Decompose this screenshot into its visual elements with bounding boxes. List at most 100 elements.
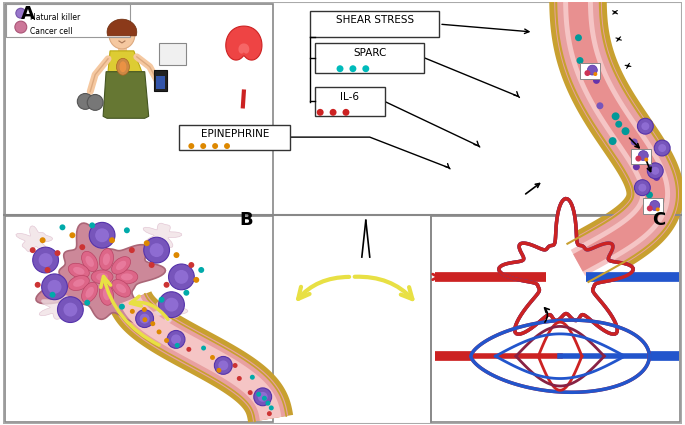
Circle shape	[140, 314, 149, 323]
Circle shape	[109, 237, 115, 243]
Circle shape	[89, 222, 115, 248]
Ellipse shape	[103, 253, 110, 265]
Circle shape	[144, 237, 169, 263]
Circle shape	[55, 250, 60, 256]
Circle shape	[641, 122, 649, 130]
Circle shape	[38, 253, 53, 267]
Circle shape	[653, 174, 660, 181]
Ellipse shape	[109, 21, 135, 49]
Circle shape	[150, 243, 164, 257]
Circle shape	[575, 34, 582, 41]
Circle shape	[175, 343, 179, 348]
Circle shape	[577, 57, 584, 64]
Polygon shape	[16, 226, 53, 253]
Circle shape	[167, 331, 185, 348]
Polygon shape	[151, 297, 188, 324]
Ellipse shape	[116, 58, 129, 75]
Text: Natural killer: Natural killer	[29, 13, 80, 22]
Circle shape	[647, 205, 653, 211]
Bar	[5, 216, 273, 422]
Polygon shape	[107, 19, 137, 36]
Polygon shape	[568, 0, 665, 272]
Circle shape	[584, 70, 590, 76]
Ellipse shape	[116, 270, 138, 284]
Circle shape	[42, 274, 67, 300]
Circle shape	[219, 360, 228, 370]
Circle shape	[588, 65, 597, 75]
Polygon shape	[143, 223, 182, 247]
Circle shape	[216, 368, 221, 373]
Circle shape	[188, 143, 195, 149]
Bar	[153, 70, 166, 91]
Circle shape	[60, 224, 66, 230]
Polygon shape	[499, 198, 633, 334]
Ellipse shape	[82, 282, 98, 303]
Circle shape	[164, 338, 169, 343]
Circle shape	[164, 298, 178, 312]
Bar	[315, 87, 385, 116]
Circle shape	[650, 201, 660, 210]
Circle shape	[262, 396, 267, 401]
Circle shape	[79, 244, 85, 250]
Ellipse shape	[73, 267, 84, 275]
Polygon shape	[226, 26, 262, 60]
Circle shape	[77, 94, 93, 109]
Circle shape	[621, 127, 630, 135]
Circle shape	[224, 143, 230, 149]
Ellipse shape	[86, 256, 94, 267]
Circle shape	[638, 184, 647, 192]
Circle shape	[200, 143, 206, 149]
Circle shape	[164, 282, 169, 288]
Circle shape	[631, 139, 638, 145]
Text: SHEAR STRESS: SHEAR STRESS	[336, 15, 414, 25]
Polygon shape	[120, 296, 282, 420]
Circle shape	[269, 405, 274, 411]
Circle shape	[267, 411, 272, 416]
Circle shape	[186, 347, 191, 352]
Circle shape	[210, 355, 215, 360]
Circle shape	[87, 94, 103, 110]
Ellipse shape	[68, 275, 89, 291]
Circle shape	[142, 317, 147, 322]
Circle shape	[150, 321, 155, 326]
Polygon shape	[549, 0, 684, 288]
Circle shape	[609, 137, 616, 145]
Circle shape	[651, 167, 659, 175]
Circle shape	[95, 228, 109, 242]
Circle shape	[173, 252, 179, 258]
Circle shape	[597, 102, 603, 109]
Circle shape	[33, 247, 58, 273]
Circle shape	[45, 267, 51, 273]
Circle shape	[258, 392, 268, 402]
Text: SPARC: SPARC	[353, 48, 386, 58]
Ellipse shape	[112, 257, 131, 274]
Circle shape	[175, 270, 188, 284]
Circle shape	[35, 282, 40, 288]
Bar	[580, 63, 600, 79]
Circle shape	[193, 277, 199, 283]
Circle shape	[149, 262, 155, 268]
Bar	[315, 43, 424, 73]
Ellipse shape	[86, 287, 94, 298]
Circle shape	[646, 191, 653, 198]
Ellipse shape	[99, 283, 114, 305]
Polygon shape	[109, 292, 293, 422]
Polygon shape	[238, 43, 249, 54]
Bar	[310, 11, 439, 37]
Circle shape	[266, 401, 271, 406]
Circle shape	[188, 262, 195, 268]
Circle shape	[159, 297, 164, 303]
Bar	[155, 76, 164, 88]
Ellipse shape	[103, 289, 110, 300]
Circle shape	[136, 310, 153, 328]
Circle shape	[650, 207, 657, 214]
Ellipse shape	[96, 273, 108, 281]
Ellipse shape	[99, 249, 114, 270]
Circle shape	[253, 388, 272, 406]
Circle shape	[636, 156, 641, 162]
Circle shape	[645, 158, 648, 162]
Circle shape	[633, 163, 640, 170]
Polygon shape	[114, 293, 288, 422]
Circle shape	[647, 163, 663, 179]
Circle shape	[316, 109, 324, 116]
